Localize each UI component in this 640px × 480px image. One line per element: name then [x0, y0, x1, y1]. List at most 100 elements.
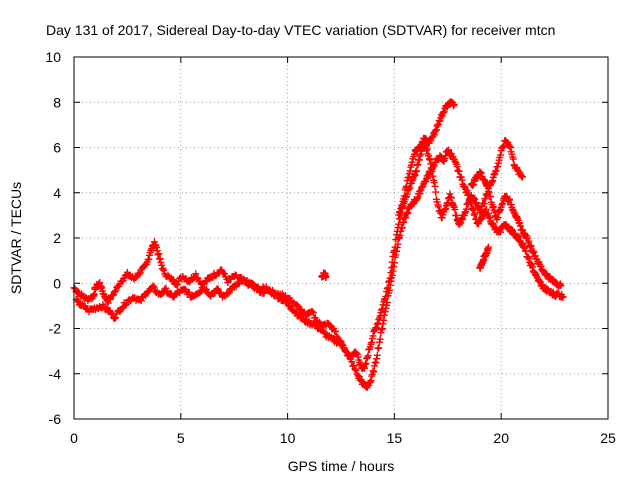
data-point	[440, 108, 448, 116]
data-point	[490, 171, 498, 179]
data-point	[494, 214, 502, 222]
data-point	[508, 226, 516, 234]
data-point	[374, 319, 382, 327]
data-point	[389, 267, 397, 275]
data-point	[427, 164, 435, 172]
data-point	[522, 247, 530, 255]
data-point	[123, 268, 131, 276]
data-point	[202, 278, 210, 286]
data-point	[489, 219, 497, 227]
data-point	[392, 251, 400, 259]
data-point	[393, 247, 401, 255]
data-point	[411, 171, 419, 179]
data-point	[368, 338, 376, 346]
data-point	[414, 161, 422, 169]
y-tick-label: 8	[53, 94, 61, 110]
data-point	[471, 210, 479, 218]
data-point	[485, 189, 493, 197]
data-point	[112, 314, 120, 322]
data-point	[472, 199, 480, 207]
data-point	[322, 272, 330, 280]
data-point	[118, 278, 126, 286]
data-point	[458, 176, 466, 184]
data-point	[428, 167, 436, 175]
data-point	[74, 297, 82, 305]
data-point	[137, 297, 145, 305]
data-point	[461, 209, 469, 217]
data-point	[295, 310, 303, 318]
data-point	[527, 242, 535, 250]
data-point	[462, 205, 470, 213]
data-point	[430, 179, 438, 187]
x-tick-label: 15	[387, 430, 403, 446]
data-point	[390, 262, 398, 270]
x-axis-title: GPS time / hours	[288, 458, 395, 474]
data-point	[432, 126, 440, 134]
data-point	[155, 250, 163, 258]
data-point	[519, 173, 527, 181]
data-point	[169, 276, 177, 284]
data-point	[472, 175, 480, 183]
y-tick-label: -2	[49, 321, 62, 337]
data-point	[423, 145, 431, 153]
data-point	[375, 316, 383, 324]
data-point	[395, 208, 403, 216]
data-point	[247, 279, 255, 287]
data-point	[388, 271, 396, 279]
data-point	[429, 172, 437, 180]
data-point	[373, 351, 381, 359]
data-point	[403, 208, 411, 216]
data-point	[106, 295, 114, 303]
data-point	[379, 320, 387, 328]
data-point	[464, 200, 472, 208]
data-point	[527, 260, 535, 268]
data-point	[364, 352, 372, 360]
data-point	[404, 209, 412, 217]
data-point	[362, 359, 370, 367]
data-point	[154, 251, 162, 259]
data-point	[169, 293, 177, 301]
data-point	[412, 167, 420, 175]
data-point	[469, 181, 477, 189]
data-point	[449, 200, 457, 208]
y-tick-label: 4	[53, 185, 61, 201]
data-point	[160, 266, 168, 274]
data-point	[380, 316, 388, 324]
x-tick-label: 5	[177, 430, 185, 446]
data-point	[370, 368, 378, 376]
data-point	[406, 167, 414, 175]
data-point	[515, 219, 523, 227]
data-point	[158, 261, 166, 269]
data-point	[397, 227, 405, 235]
data-point	[447, 194, 455, 202]
data-point	[396, 215, 404, 223]
data-point	[390, 259, 398, 267]
data-point	[398, 224, 406, 232]
data-point	[470, 211, 478, 219]
data-point	[429, 132, 437, 140]
data-point	[433, 122, 441, 130]
data-point	[559, 293, 567, 301]
data-point	[293, 301, 301, 309]
data-point	[531, 252, 539, 260]
axis-ticks	[73, 56, 609, 420]
data-point	[214, 285, 222, 293]
data-point	[376, 335, 384, 343]
data-point	[378, 325, 386, 333]
x-tick-label: 0	[70, 430, 78, 446]
x-tick-label: 20	[493, 430, 509, 446]
data-point	[360, 364, 368, 372]
data-point	[242, 277, 250, 285]
data-point	[369, 367, 377, 375]
data-point	[442, 205, 450, 213]
y-tick-label: 0	[53, 275, 61, 291]
data-point	[192, 270, 200, 278]
data-point	[149, 282, 157, 290]
data-point	[441, 206, 449, 214]
data-point	[496, 228, 504, 236]
data-point	[96, 279, 104, 287]
chart-title: Day 131 of 2017, Sidereal Day-to-day VTE…	[46, 22, 555, 38]
data-point	[489, 177, 497, 185]
data-point	[221, 270, 229, 278]
